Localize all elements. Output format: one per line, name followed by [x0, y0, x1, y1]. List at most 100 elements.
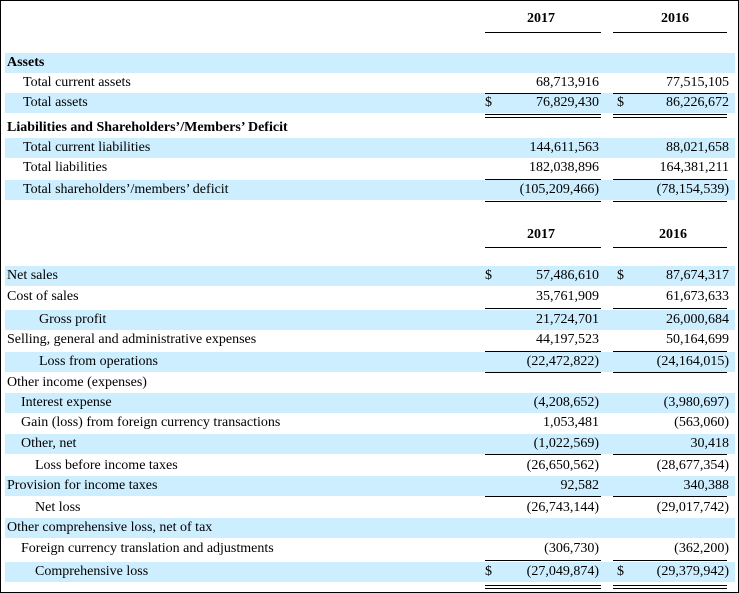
row-label: Total current liabilities — [23, 140, 151, 155]
balance-year-2016-header: 2016 — [661, 11, 689, 26]
rule — [613, 201, 727, 202]
row-label: Loss from operations — [39, 354, 158, 369]
currency-2016: $ — [617, 95, 624, 110]
value-2016: (28,677,354) — [656, 458, 729, 473]
table-row: Other comprehensive loss, net of tax — [5, 518, 735, 538]
table-row: Total current assets 68,713,916 77,515,1… — [5, 73, 735, 93]
table-row: Gain (loss) from foreign currency transa… — [5, 413, 735, 433]
row-label: Total liabilities — [23, 160, 108, 175]
balance-year-2017-header: 2017 — [527, 11, 555, 26]
value-2016: (78,154,539) — [656, 182, 729, 197]
value-2017: (1,022,569) — [533, 436, 599, 451]
rule — [485, 372, 601, 373]
value-2017: 44,197,523 — [536, 332, 599, 347]
value-2017: (22,472,822) — [526, 354, 599, 369]
row-label: Loss before income taxes — [35, 458, 178, 473]
value-2016: 87,674,317 — [666, 268, 729, 283]
rule — [613, 372, 727, 373]
value-2016: 26,000,684 — [666, 312, 729, 327]
value-2017: 21,724,701 — [536, 312, 599, 327]
row-label: Gross profit — [39, 312, 107, 327]
table-row: Gross profit 21,724,701 26,000,684 — [5, 310, 735, 330]
assets-heading: Assets — [7, 55, 45, 70]
value-2016: (563,060) — [674, 415, 729, 430]
double-rule — [485, 585, 601, 589]
rule — [613, 496, 727, 497]
value-2017: (27,049,874) — [526, 564, 599, 579]
value-2016: 164,381,211 — [659, 160, 729, 175]
rule — [485, 560, 601, 561]
table-row: Provision for income taxes 92,582 340,388 — [5, 476, 735, 496]
value-2017: (105,209,466) — [519, 182, 599, 197]
table-row: Loss from operations (22,472,822) (24,164,… — [5, 352, 735, 372]
table-row: Total current liabilities 144,611,563 88… — [5, 138, 735, 158]
rule — [613, 351, 727, 352]
row-label: Provision for income taxes — [7, 478, 158, 493]
row-label: Interest expense — [21, 395, 112, 410]
balance-header-rule-2016 — [613, 32, 727, 33]
row-label: Net sales — [7, 268, 58, 283]
table-row: Comprehensive loss $ (27,049,874) $ (29,379,… — [5, 562, 735, 582]
value-2017: 35,761,909 — [536, 289, 599, 304]
liabilities-heading-row: Liabilities and Shareholders’/Members’ D… — [5, 118, 735, 138]
rule — [485, 93, 601, 94]
value-2016: (24,164,015) — [656, 354, 729, 369]
double-rule — [485, 114, 601, 118]
value-2017: 144,611,563 — [529, 140, 599, 155]
value-2017: 1,053,481 — [543, 415, 599, 430]
row-label: Net loss — [35, 500, 81, 515]
rule — [485, 179, 601, 180]
table-row: Loss before income taxes (26,650,562) (28,… — [5, 456, 735, 476]
value-2016: (362,200) — [674, 541, 729, 556]
value-2016: (3,980,697) — [663, 395, 729, 410]
value-2017: 182,038,896 — [529, 160, 599, 175]
rule — [485, 351, 601, 352]
income-year-2016-header: 2016 — [659, 227, 687, 242]
value-2016: 30,418 — [690, 436, 730, 451]
value-2016: 50,164,699 — [666, 332, 729, 347]
value-2017: 57,486,610 — [536, 268, 599, 283]
value-2016: (29,017,742) — [656, 500, 729, 515]
assets-heading-row: Assets — [5, 53, 735, 73]
row-label: Other comprehensive loss, net of tax — [7, 520, 213, 535]
value-2017: 92,582 — [560, 478, 600, 493]
currency-2016: $ — [617, 564, 624, 579]
value-2017: (26,650,562) — [526, 458, 599, 473]
rule — [613, 560, 727, 561]
rule — [485, 308, 601, 309]
value-2017: (26,743,144) — [526, 500, 599, 515]
income-year-2017-header: 2017 — [527, 227, 555, 242]
income-header-rule-2016 — [613, 247, 727, 248]
row-label: Total current assets — [23, 75, 131, 90]
row-label: Comprehensive loss — [35, 564, 149, 579]
liabilities-heading: Liabilities and Shareholders’/Members’ D… — [7, 120, 288, 135]
double-rule — [613, 114, 727, 118]
table-row: Net sales $57,486,610 $87,674,317 — [5, 266, 735, 286]
row-label: Total assets — [23, 95, 88, 110]
value-2016: 61,673,633 — [666, 289, 729, 304]
rule — [485, 201, 601, 202]
value-2017: 68,713,916 — [536, 75, 599, 90]
table-row: Total assets $ 76,829,430 $ 86,226,672 — [5, 93, 735, 113]
table-row: Other, net (1,022,569) 30,418 — [5, 434, 735, 454]
income-header-rule-2017 — [485, 247, 601, 248]
balance-header-rule-2017 — [485, 32, 601, 33]
rule — [485, 496, 601, 497]
row-label: Selling, general and administrative expe… — [7, 332, 257, 347]
row-label: Total shareholders’/members’ deficit — [23, 182, 229, 197]
rule — [613, 93, 727, 94]
value-2016: 340,388 — [683, 478, 730, 493]
currency-2017: $ — [485, 268, 492, 283]
table-row: Other income (expenses) — [5, 373, 735, 393]
value-2017: 76,829,430 — [536, 95, 599, 110]
value-2016: 88,021,658 — [666, 140, 729, 155]
table-row: Foreign currency translation and adjustm… — [5, 539, 735, 559]
table-row: Net loss (26,743,144) (29,017,742) — [5, 498, 735, 518]
value-2017: (4,208,652) — [533, 395, 599, 410]
table-row: Selling, general and administrative expe… — [5, 330, 735, 350]
row-label: Other, net — [21, 436, 77, 451]
table-row: Total liabilities 182,038,896 164,381,21… — [5, 158, 735, 178]
rule — [613, 454, 727, 455]
value-2016: (29,379,942) — [656, 564, 729, 579]
